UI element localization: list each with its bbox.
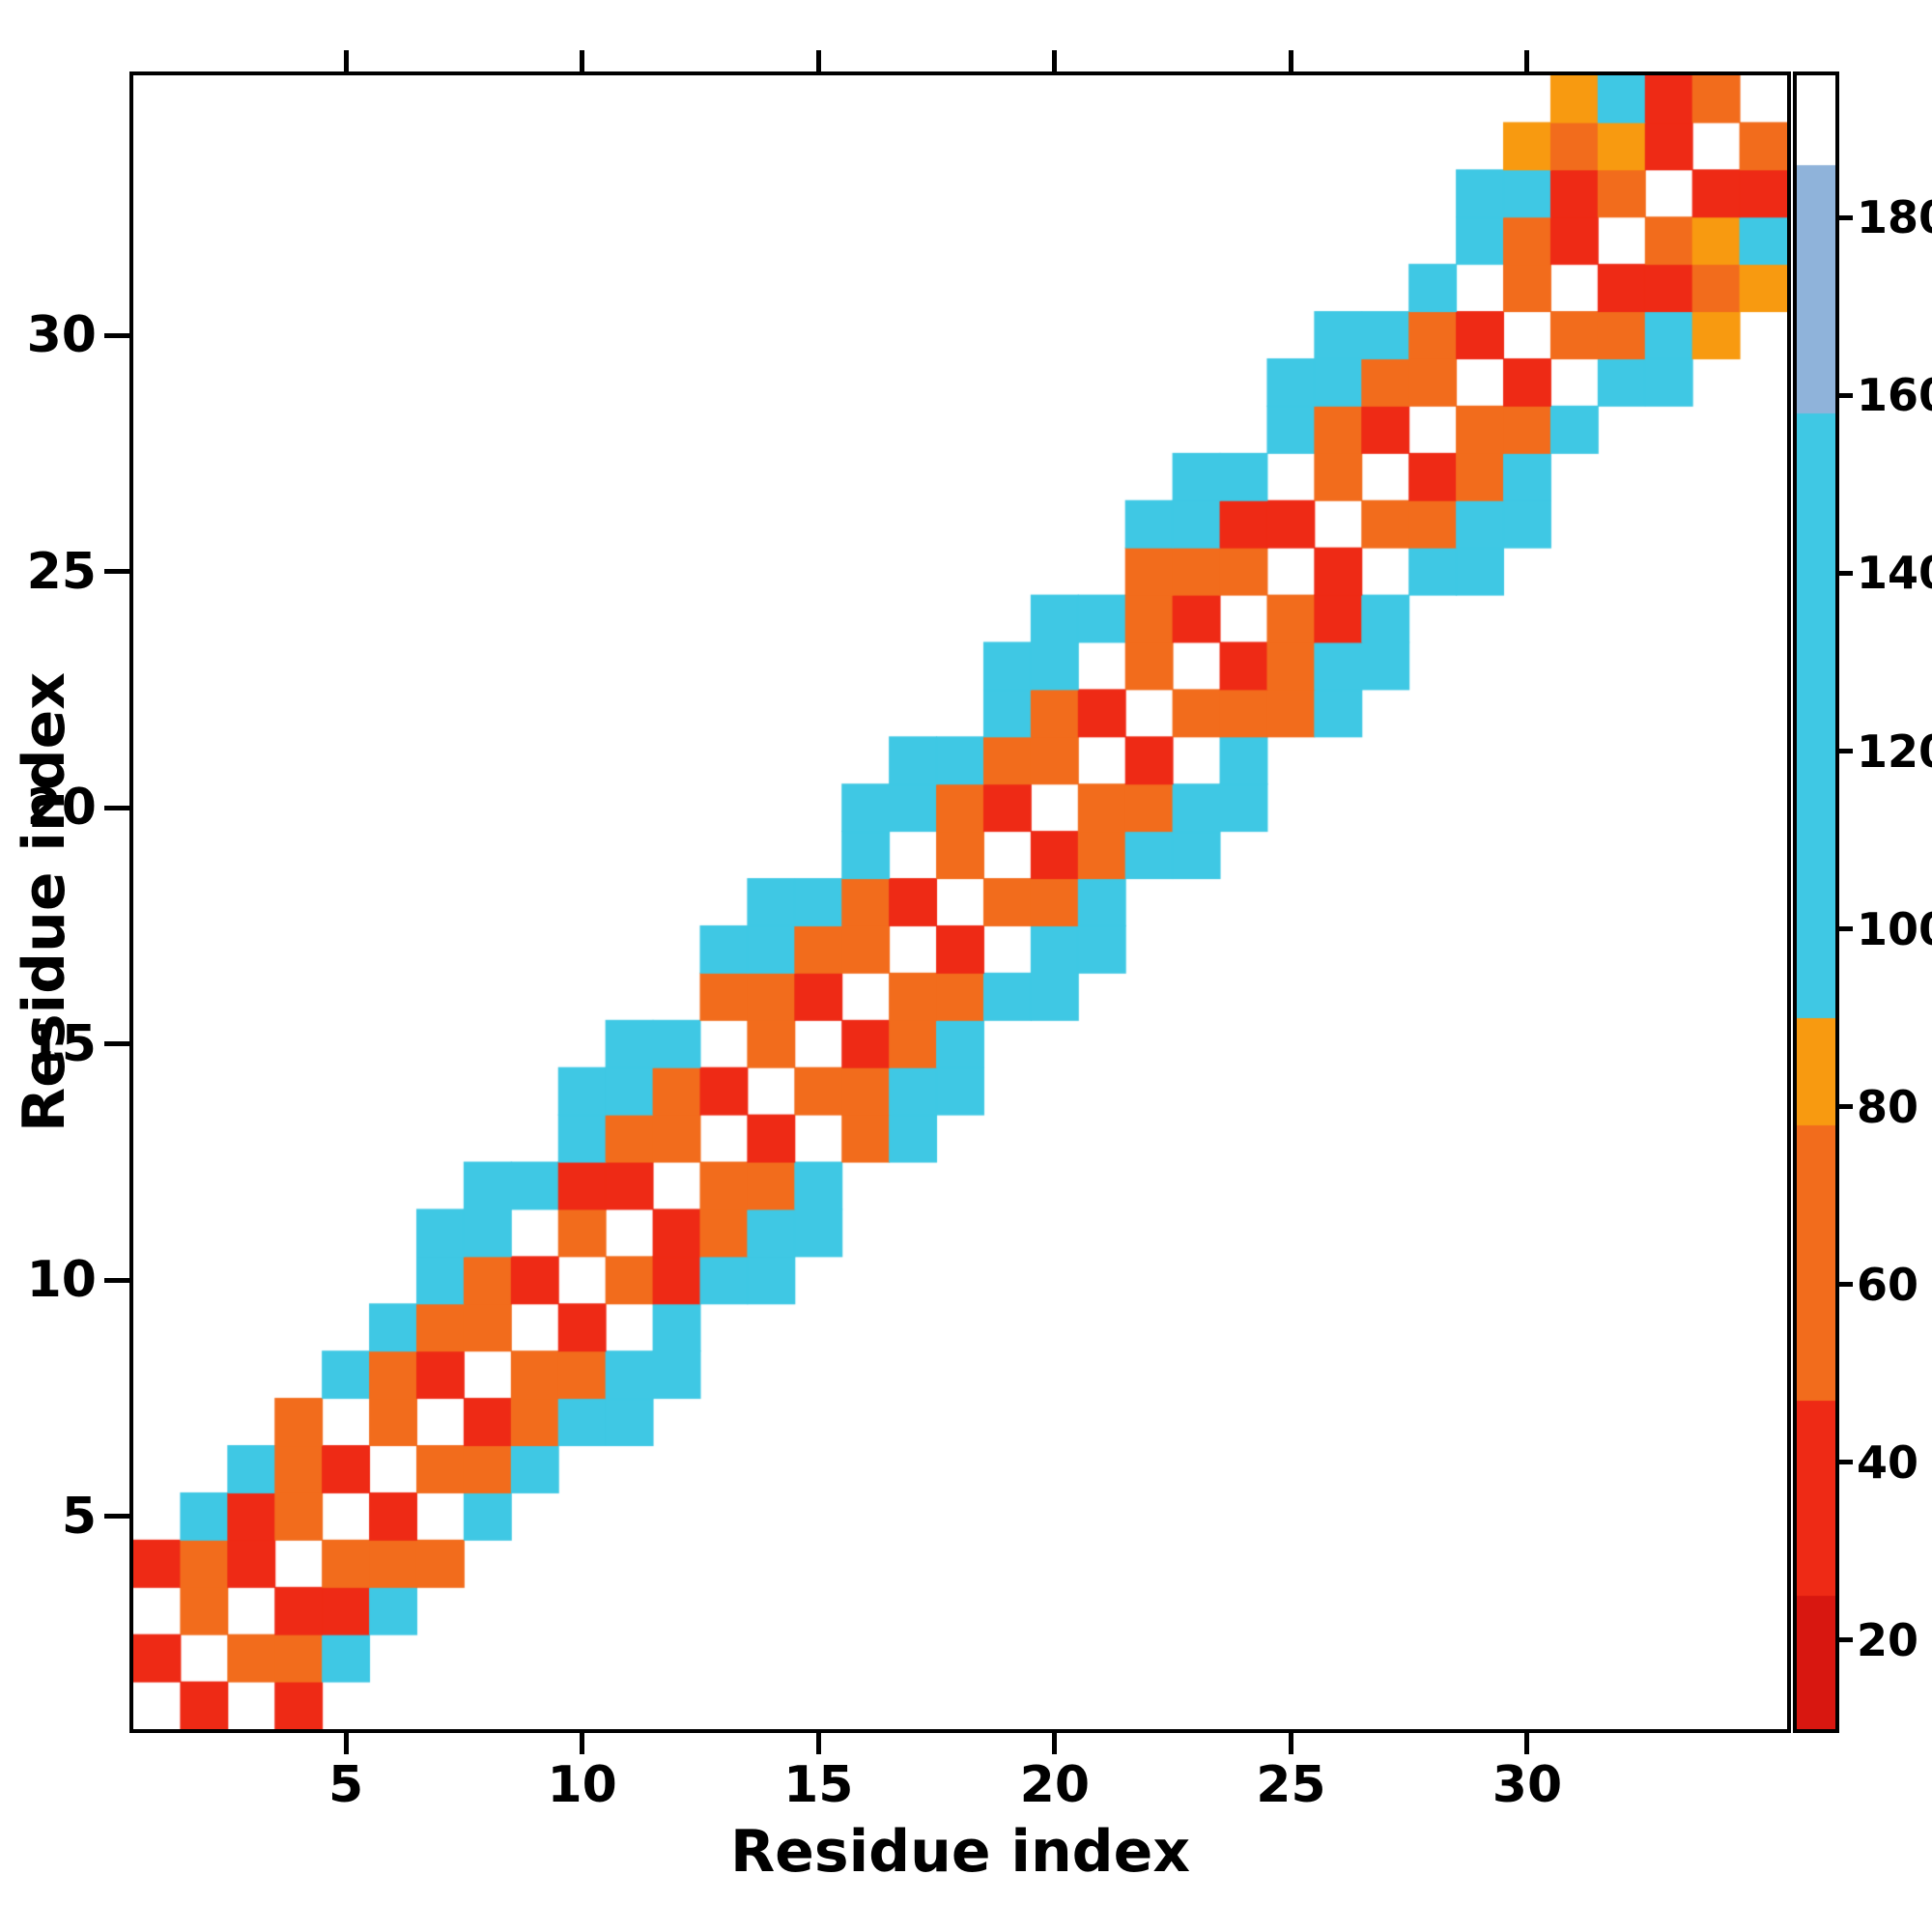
x-tick-mark	[1524, 1733, 1530, 1754]
colorbar-tick-label: 80	[1857, 1080, 1919, 1133]
y-tick-mark	[104, 332, 129, 338]
y-tick-mark	[104, 805, 129, 810]
y-tick-mark	[104, 1514, 129, 1520]
x-axis-label: Residue index	[729, 1818, 1191, 1886]
x-tick-mark-top	[580, 50, 585, 71]
colorbar-tick-mark	[1835, 926, 1853, 932]
x-tick-mark-top	[1052, 50, 1058, 71]
colorbar-tick-label: 180	[1857, 191, 1932, 244]
x-tick-mark	[815, 1733, 821, 1754]
y-tick-label: 5	[61, 1487, 97, 1546]
y-tick-label: 15	[26, 1014, 97, 1073]
y-tick-label: 10	[26, 1251, 97, 1310]
x-tick-mark-top	[815, 50, 821, 71]
colorbar-tick-mark	[1835, 1282, 1853, 1288]
x-tick-label: 20	[1019, 1756, 1091, 1814]
x-tick-label: 10	[547, 1756, 617, 1814]
colorbar-canvas	[1797, 75, 1835, 1729]
x-tick-mark-top	[343, 50, 349, 71]
colorbar-tick-label: 160	[1857, 369, 1932, 422]
x-tick-label: 30	[1492, 1756, 1563, 1814]
colorbar-tick-label: 140	[1857, 547, 1932, 600]
colorbar-tick-label: 100	[1857, 902, 1932, 955]
x-tick-mark	[1288, 1733, 1293, 1754]
colorbar-tick-label: 60	[1857, 1258, 1919, 1311]
colorbar-tick-label: 120	[1857, 724, 1932, 778]
colorbar-tick-label: 20	[1857, 1613, 1919, 1666]
x-tick-mark-top	[1288, 50, 1293, 71]
colorbar-tick-mark	[1835, 392, 1853, 398]
y-tick-label: 30	[26, 306, 97, 365]
y-tick-label: 25	[26, 542, 97, 601]
colorbar-tick-mark	[1835, 1637, 1853, 1643]
x-tick-label: 5	[328, 1756, 364, 1814]
x-tick-mark-top	[1524, 50, 1530, 71]
colorbar-tick-mark	[1835, 1104, 1853, 1110]
colorbar-tick-mark	[1835, 1460, 1853, 1465]
y-tick-mark	[104, 569, 129, 575]
colorbar-tick-mark	[1835, 749, 1853, 754]
x-tick-mark	[1052, 1733, 1058, 1754]
x-tick-mark	[580, 1733, 585, 1754]
x-tick-label: 25	[1256, 1756, 1326, 1814]
x-tick-mark	[343, 1733, 349, 1754]
colorbar-tick-mark	[1835, 570, 1853, 576]
y-tick-mark	[104, 1277, 129, 1283]
colorbar-tick-label: 40	[1857, 1435, 1919, 1489]
x-tick-label: 15	[783, 1756, 854, 1814]
y-tick-mark	[104, 1041, 129, 1047]
heatmap-canvas	[133, 75, 1787, 1729]
y-tick-label: 20	[26, 779, 97, 838]
colorbar-tick-mark	[1835, 214, 1853, 220]
